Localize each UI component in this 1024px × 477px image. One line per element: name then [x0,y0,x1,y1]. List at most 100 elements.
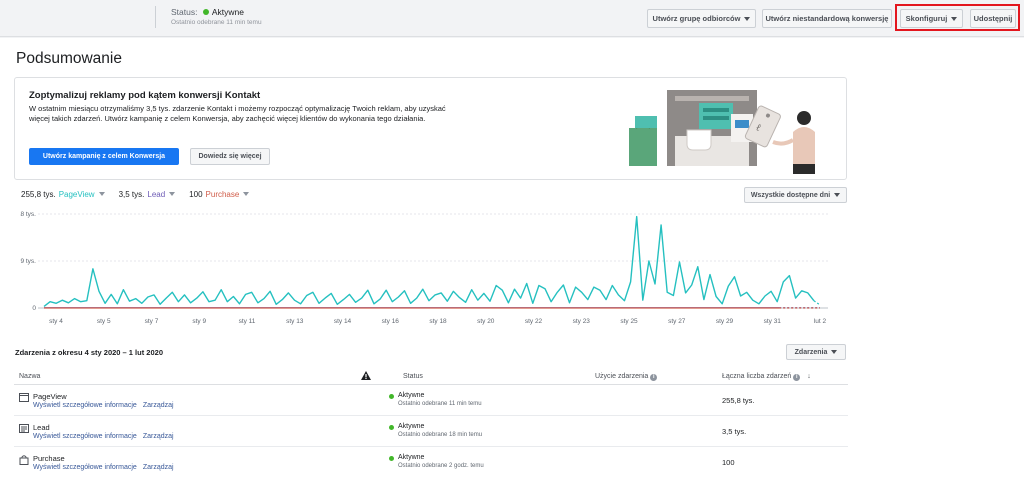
status-value: Aktywne [211,7,244,17]
table-row: PageView Wyświetl szczegółowe informacje… [14,386,848,416]
events-line-chart: 18 tys. 9 tys. 0 sty 4 sty 5 sty 7 sty 9 sty 11… [20,211,828,325]
lead-form-icon [19,424,29,433]
view-details-link[interactable]: Wyświetl szczegółowe informacje [33,464,137,471]
chevron-down-icon [169,192,176,196]
create-audience-button[interactable]: Utwórz grupę odbiorców [647,9,756,28]
custom-conversion-label: Utwórz niestandardową konwersję [765,14,889,23]
column-total[interactable]: Łączna liczba zdarzeń i ↓ [722,373,811,381]
chevron-down-icon [951,16,958,21]
x-tick-label: sty 9 [192,318,206,325]
page-title: Podsumowanie [16,50,122,67]
x-tick-label: sty 27 [668,318,686,325]
event-last-received: Ostatnio odebrane 11 min temu [398,401,482,407]
view-details-link[interactable]: Wyświetl szczegółowe informacje [33,433,137,440]
x-tick-label: sty 25 [620,318,638,325]
event-name: Purchase [33,454,65,463]
view-details-link[interactable]: Wyświetl szczegółowe informacje [33,402,137,409]
divider [155,6,156,28]
x-tick-label: sty 4 [49,318,63,325]
metric-selector: 255,8 tys. PageView 3,5 tys. Lead 100 Purch… [21,190,263,199]
configure-button[interactable]: Skonfiguruj [900,9,963,28]
status-dot-icon [202,9,209,15]
info-icon[interactable]: i [650,374,658,381]
metric-purchase[interactable]: 100 Purchase [189,190,250,199]
shopping-bag-icon [19,455,29,465]
event-links: Wyświetl szczegółowe informacje Zarządzaj [33,464,180,471]
event-links: Wyświetl szczegółowe informacje Zarządzaj [33,433,180,440]
y-tick-label: 0 [32,305,36,312]
event-last-received: Ostatnio odebrane 2 godz. temu [398,463,484,469]
status-label: Status: [171,7,198,17]
create-audience-label: Utwórz grupę odbiorców [652,14,741,23]
page-icon [19,393,29,402]
event-total: 100 [722,458,735,467]
manage-link[interactable]: Zarządzaj [142,433,174,440]
status-dot-icon [389,394,394,399]
event-links: Wyświetl szczegółowe informacje Zarządzaj [33,402,180,409]
column-name[interactable]: Nazwa [19,373,41,380]
event-total: 3,5 tys. [722,427,747,436]
pixel-status: Status: Aktywne [171,7,244,17]
info-icon[interactable]: i [793,374,801,381]
metric-label: Purchase [205,190,240,199]
x-tick-label: sty 23 [573,318,591,325]
y-tick-label: 18 tys. [20,211,36,218]
chevron-down-icon [744,16,751,21]
create-custom-conversion-button[interactable]: Utwórz niestandardową konwersję [762,9,892,28]
top-bar: Status: Aktywne Ostatnio odebrane 11 min… [0,0,1024,37]
events-filter-dropdown[interactable]: Zdarzenia [786,344,846,360]
column-usage-label: Użycie zdarzenia [595,373,649,380]
metric-lead[interactable]: 3,5 tys. Lead [119,190,176,199]
x-tick-label: sty 29 [716,318,734,325]
shop-illustration-icon: ℓ [629,90,815,174]
sort-down-icon[interactable]: ↓ [807,373,811,380]
create-conversion-campaign-button[interactable]: Utwórz kampanię z celem Konwersja [29,148,179,165]
event-name: PageView [33,392,67,401]
date-range-dropdown[interactable]: Wszystkie dostępne dni [744,187,847,203]
metric-value: 255,8 tys. [21,190,56,199]
x-tick-label: sty 22 [525,318,543,325]
learn-more-button[interactable]: Dowiedz się więcej [190,148,270,165]
table-row: Purchase Wyświetl szczegółowe informacje… [14,448,848,477]
metric-value: 100 [189,190,203,199]
annotation-highlight-box [895,4,1020,31]
status-last-received: Ostatnio odebrane 11 min temu [171,19,262,26]
manage-link[interactable]: Zarządzaj [142,402,174,409]
metric-label: Lead [147,190,166,199]
events-section-title: Zdarzenia z okresu 4 sty 2020 – 1 lut 20… [15,348,163,357]
column-status[interactable]: Status [403,373,423,380]
x-tick-label: sty 16 [382,318,400,325]
x-tick-label: sty 5 [97,318,111,325]
x-tick-label: sty 7 [145,318,159,325]
configure-label: Skonfiguruj [905,14,948,23]
column-usage[interactable]: Użycie zdarzenia i [595,373,658,381]
event-total: 255,8 tys. [722,396,755,405]
chevron-down-icon [831,350,838,354]
svg-text:ℓ: ℓ [754,122,763,134]
events-filter-label: Zdarzenia [794,348,828,356]
x-tick-label: sty 20 [477,318,495,325]
x-tick-label: sty 14 [334,318,352,325]
x-tick-label: sty 18 [429,318,447,325]
metric-value: 3,5 tys. [118,190,145,199]
y-tick-label: 9 tys. [20,258,36,265]
promo-text: W ostatnim miesiącu otrzymaliśmy 3,5 tys… [29,104,446,123]
metric-pageview[interactable]: 255,8 tys. PageView [21,190,105,199]
x-tick-label: sty 31 [764,318,782,325]
x-tick-label: sty 11 [239,318,256,325]
manage-link[interactable]: Zarządzaj [142,464,174,471]
table-row: Lead Wyświetl szczegółowe informacje Zarz… [14,417,848,447]
optimization-promo-card: Zoptymalizuj reklamy pod kątem konwersji… [14,77,847,180]
event-status: Aktywne [398,454,425,461]
events-table-header: Nazwa Status Użycie zdarzenia i Łączna li… [14,368,848,385]
chevron-down-icon [98,192,105,196]
share-button[interactable]: Udostępnij [970,9,1016,28]
series-line-partial-pageview [813,300,821,306]
event-status: Aktywne [398,423,425,430]
event-status: Aktywne [398,392,425,399]
x-tick-label: sty 13 [286,318,304,325]
event-last-received: Ostatnio odebrane 18 min temu [398,432,483,438]
warning-icon[interactable] [361,371,371,380]
series-line-pageview [43,215,815,307]
status-dot-icon [389,456,394,461]
